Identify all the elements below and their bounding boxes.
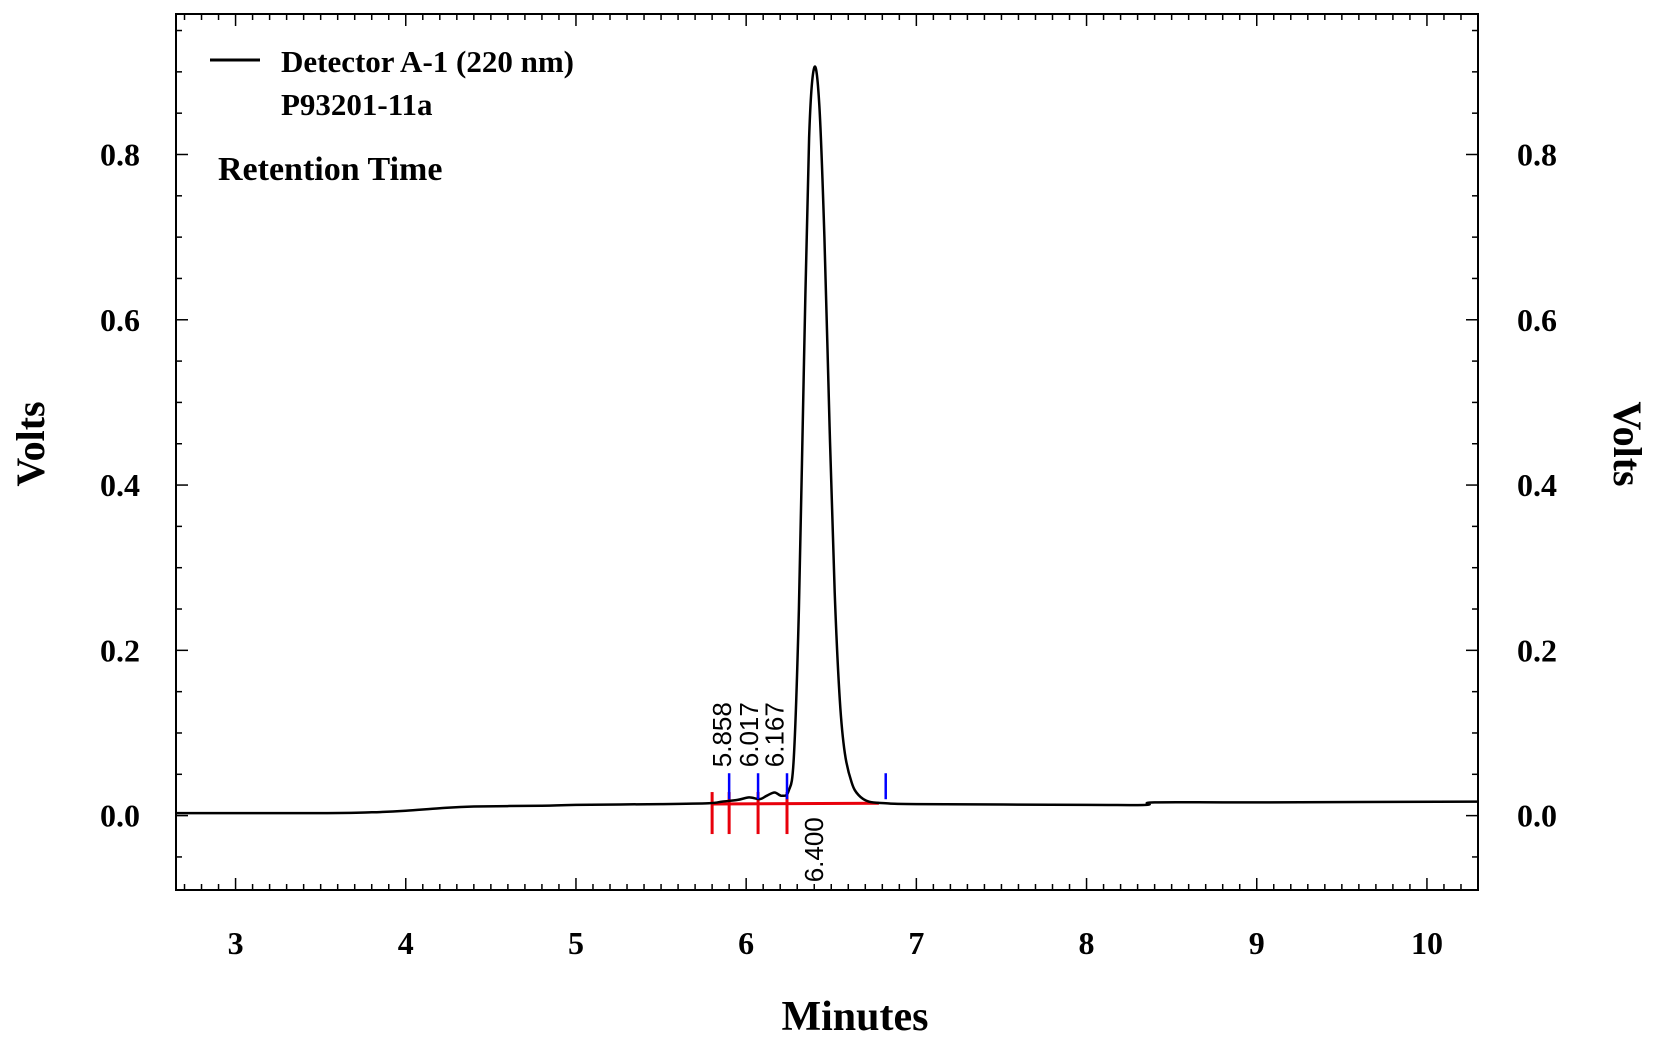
series-line [175, 65, 1479, 815]
legend: Detector A-1 (220 nm) P93201-11a Retenti… [210, 44, 574, 188]
x-tick-label: 4 [398, 925, 414, 961]
y-tick-label-right: 0.4 [1517, 467, 1557, 503]
plot-frame [175, 13, 1479, 891]
axis-ticks [176, 14, 1479, 890]
x-tick-labels: 3 4 5 6 7 8 9 10 [228, 925, 1443, 961]
y-tick-label-left: 0.6 [100, 302, 140, 338]
legend-retention-label: Retention Time [218, 151, 442, 188]
legend-series-label: Detector A-1 (220 nm) [281, 44, 574, 79]
x-tick-label: 10 [1411, 925, 1443, 961]
integration-baseline [710, 792, 879, 835]
y-tick-label-right: 0.2 [1517, 632, 1557, 668]
series-group [175, 65, 1479, 815]
baseline-line [712, 801, 879, 806]
y-axis-title-left: Volts [8, 401, 53, 486]
y-tick-label-right: 0.8 [1517, 136, 1557, 172]
x-tick-label: 8 [1079, 925, 1095, 961]
y-tick-label-left: 0.4 [100, 467, 140, 503]
x-axis-title: Minutes [782, 994, 929, 1040]
peak-label: 6.017 [734, 702, 764, 767]
y-tick-label-left: 0.2 [100, 632, 140, 668]
y-tick-label-right: 0.0 [1517, 798, 1557, 834]
y-tick-label-left: 0.8 [100, 136, 140, 172]
peak-label: 5.858 [707, 702, 737, 767]
x-tick-label: 3 [228, 925, 244, 961]
x-tick-label: 7 [908, 925, 924, 961]
x-tick-label: 9 [1249, 925, 1265, 961]
y-tick-labels: 0.0 0.0 0.2 0.2 0.4 0.4 0.6 0.6 0.8 0.8 [100, 136, 1557, 833]
peak-label: 6.167 [760, 702, 790, 767]
x-tick-label: 6 [738, 925, 754, 961]
y-tick-label-right: 0.6 [1517, 302, 1557, 338]
legend-sample-label: P93201-11a [281, 87, 433, 122]
x-tick-label: 5 [568, 925, 584, 961]
integration-markers [727, 773, 887, 800]
y-tick-label-left: 0.0 [100, 798, 140, 834]
peak-label: 6.400 [799, 817, 829, 882]
y-axis-title-right: Volts [1605, 401, 1650, 486]
